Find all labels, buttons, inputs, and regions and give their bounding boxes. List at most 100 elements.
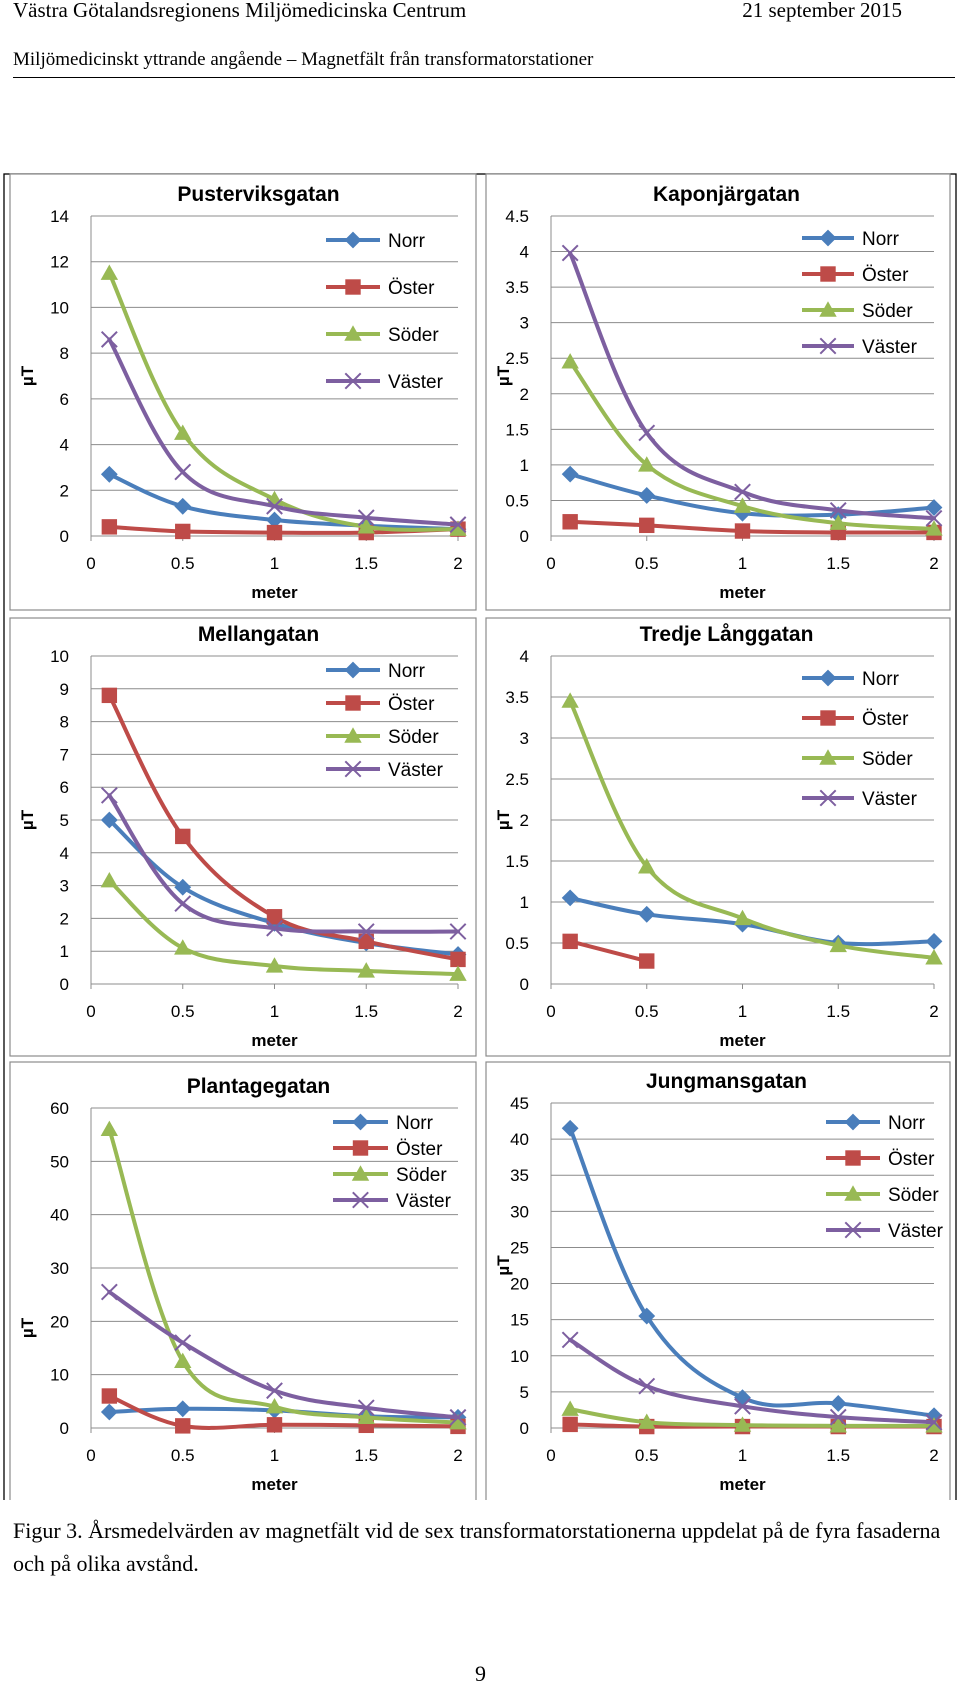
chart-mellangatan-series-oster-point — [450, 951, 466, 968]
chart-pusterviksgatan-ytick-label: 6 — [60, 390, 69, 409]
chart-tredje-langgatan-ytick-label: 0.5 — [505, 934, 529, 953]
chart-mellangatan-legend-soder-marker — [344, 727, 362, 743]
chart-jungmansgatan-series-norr-line — [568, 1126, 936, 1418]
chart-pusterviksgatan-ytick-label: 12 — [50, 253, 69, 272]
chart-mellangatan-xlabel: meter — [251, 1031, 298, 1050]
chart-plantagegatan-ytick-label: 60 — [50, 1099, 69, 1118]
chart-jungmansgatan-series-soder-point — [829, 1417, 847, 1433]
chart-jungmansgatan-legend-norr-marker — [844, 1113, 862, 1131]
chart-tredje-langgatan-ytick-label: 0 — [520, 975, 529, 994]
chart-tredje-langgatan-xtick-label: 0 — [546, 1002, 555, 1021]
chart-jungmansgatan-series-vaster-point — [638, 1377, 656, 1395]
chart-mellangatan-legend-norr-label: Norr — [388, 661, 426, 682]
chart-mellangatan-ytick-label: 4 — [60, 844, 69, 863]
chart-kaponjargatan-xtick-label: 1 — [738, 554, 747, 573]
chart-tredje-langgatan-series-soder-point — [638, 858, 656, 874]
chart-jungmansgatan-series-vaster-point — [829, 1408, 847, 1426]
chart-plantagegatan-legend-norr-label: Norr — [396, 1113, 434, 1134]
chart-plantagegatan-series-soder-point — [449, 1413, 467, 1430]
chart-jungmansgatan-ytick-label: 35 — [510, 1166, 529, 1185]
chart-tredje-langgatan-series-soder-point — [561, 692, 579, 708]
chart-kaponjargatan-legend-vaster-label: Väster — [862, 337, 918, 358]
chart-mellangatan-series-oster-point — [358, 933, 374, 950]
chart-pusterviksgatan-legend-oster-marker — [345, 279, 361, 295]
chart-tredje-langgatan-series-norr-point — [561, 889, 579, 907]
chart-mellangatan-xtick-label: 0 — [86, 1002, 95, 1021]
chart-kaponjargatan-series-vaster-point — [829, 501, 847, 519]
chart-plantagegatan: 0 10 20 30 40 50 60 0 0.5 1 1.5 2 Plantagegatan meter… — [9, 1061, 477, 1500]
chart-mellangatan-ytick-label: 0 — [60, 975, 69, 994]
chart-mellangatan-legend-oster-label: Öster — [388, 694, 435, 715]
chart-pusterviksgatan-series-norr-point — [100, 465, 118, 483]
chart-mellangatan-ytick-label: 1 — [60, 942, 69, 961]
chart-kaponjargatan-series-soder-point — [638, 456, 656, 472]
chart-kaponjargatan-legend-oster-label: Öster — [862, 265, 909, 286]
chart-jungmansgatan-legend-vaster-marker — [844, 1221, 862, 1239]
chart-mellangatan-legend-soder-label: Söder — [388, 727, 439, 748]
chart-pusterviksgatan-series-soder-point — [174, 424, 192, 440]
chart-mellangatan-legend-vaster-label: Väster — [388, 760, 444, 781]
chart-kaponjargatan-xtick-label: 0 — [546, 554, 555, 573]
chart-tredje-langgatan-ytick-label: 3 — [520, 729, 529, 748]
chart-plantagegatan-series-vaster-point — [357, 1399, 375, 1417]
chart-kaponjargatan-legend-vaster-marker — [819, 337, 837, 355]
chart-jungmansgatan-series-soder-point — [925, 1417, 943, 1433]
chart-kaponjargatan-series-norr-point — [638, 487, 656, 504]
chart-plantagegatan-series-vaster-point — [100, 1283, 118, 1301]
chart-tredje-langgatan-legend-vaster-label: Väster — [862, 789, 918, 810]
chart-pusterviksgatan-ytick-label: 4 — [60, 436, 69, 455]
chart-tredje-langgatan-ytick-label: 1 — [520, 893, 529, 912]
chart-pusterviksgatan-legend-norr-marker — [344, 231, 362, 249]
page-number: 9 — [475, 1661, 486, 1686]
chart-jungmansgatan-legend-vaster-label: Väster — [888, 1221, 944, 1242]
chart-pusterviksgatan-series-vaster-point — [449, 516, 467, 533]
chart-tredje-langgatan-xtick-label: 1.5 — [826, 1002, 850, 1021]
chart-tredje-langgatan-title: Tredje Långgatan — [640, 623, 814, 646]
chart-pusterviksgatan-series-vaster-point — [100, 331, 118, 348]
chart-jungmansgatan-series-vaster-point — [561, 1331, 579, 1349]
chart-tredje-langgatan-ytick-label: 4 — [520, 647, 529, 666]
chart-plantagegatan-xtick-label: 1.5 — [354, 1446, 378, 1465]
chart-jungmansgatan-series-norr-point — [638, 1307, 656, 1325]
chart-jungmansgatan-series-soder-point — [638, 1413, 656, 1429]
chart-jungmansgatan-legend-soder-label: Söder — [888, 1185, 939, 1206]
figure-caption: Figur 3. Årsmedelvärden av magnetfält vi… — [13, 1518, 941, 1576]
chart-pusterviksgatan-series-vaster-line — [107, 337, 460, 527]
chart-kaponjargatan-ytick-label: 0 — [520, 527, 529, 546]
chart-pusterviksgatan-ytick-label: 14 — [50, 207, 69, 226]
chart-tredje-langgatan-series-soder-point — [925, 949, 943, 965]
chart-kaponjargatan-series-norr-point — [561, 465, 579, 483]
chart-jungmansgatan-xtick-label: 0.5 — [635, 1446, 659, 1465]
chart-plantagegatan-ytick-label: 40 — [50, 1206, 69, 1225]
chart-plantagegatan-xtick-label: 0 — [86, 1446, 95, 1465]
chart-pusterviksgatan-series-oster-point — [101, 519, 118, 535]
chart-jungmansgatan-legend-oster-marker — [845, 1150, 861, 1166]
document-date: 21 september 2015 — [742, 0, 902, 22]
chart-tredje-langgatan-series-soder-line — [568, 699, 936, 960]
chart-jungmansgatan-ytick-label: 25 — [510, 1238, 529, 1257]
chart-jungmansgatan-ylabel: µT — [494, 1255, 513, 1276]
chart-pusterviksgatan-legend-soder-label: Söder — [388, 325, 439, 346]
chart-kaponjargatan-series-vaster-point — [638, 424, 656, 442]
chart-kaponjargatan-legend-soder-label: Söder — [862, 301, 913, 322]
chart-tredje-langgatan-ytick-label: 2 — [520, 811, 529, 830]
chart-jungmansgatan-xtick-label: 0 — [546, 1446, 555, 1465]
chart-mellangatan-series-vaster-point — [100, 786, 118, 804]
chart-mellangatan-xtick-label: 1 — [270, 1002, 279, 1021]
chart-pusterviksgatan: 0 2 4 6 8 10 12 14 0 0.5 1 1.5 2 Pusterviksgatan meter… — [9, 173, 477, 611]
chart-mellangatan-ytick-label: 3 — [60, 877, 69, 896]
chart-kaponjargatan-series-soder-point — [733, 497, 752, 513]
chart-plantagegatan-ytick-label: 50 — [50, 1152, 69, 1171]
chart-mellangatan-series-vaster-point — [266, 919, 283, 937]
chart-tredje-langgatan-frame — [485, 617, 951, 1057]
chart-pusterviksgatan-legend-vaster-marker — [344, 372, 362, 390]
chart-kaponjargatan-ytick-label: 4.5 — [505, 207, 529, 226]
chart-pusterviksgatan-series-soder-point — [100, 264, 119, 280]
chart-tredje-langgatan-xtick-label: 2 — [929, 1002, 938, 1021]
chart-jungmansgatan-ytick-label: 0 — [520, 1419, 529, 1438]
chart-mellangatan-series-soder-point — [357, 962, 375, 978]
chart-kaponjargatan-xtick-label: 2 — [929, 554, 938, 573]
chart-kaponjargatan-ytick-label: 3.5 — [505, 278, 529, 297]
chart-plantagegatan-series-soder-point — [265, 1397, 284, 1414]
